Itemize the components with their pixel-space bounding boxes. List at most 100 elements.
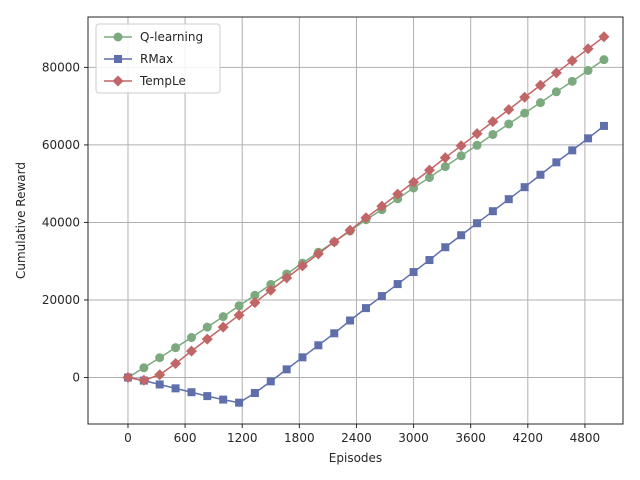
data-point-q-learning: [234, 301, 244, 311]
data-point-rmax: [266, 377, 275, 386]
data-point-temple: [471, 128, 483, 140]
data-point-q-learning: [456, 151, 466, 161]
legend: Q-learning RMax TempLe: [95, 23, 221, 94]
data-point-rmax: [314, 341, 323, 350]
data-point-rmax: [155, 380, 164, 389]
data-point-temple: [233, 309, 245, 321]
data-point-q-learning: [186, 333, 196, 343]
data-point-rmax: [552, 158, 561, 167]
legend-marker-rmax: [114, 55, 122, 63]
data-point-temple: [122, 371, 134, 383]
data-point-q-learning: [139, 363, 149, 373]
y-axis-label: Cumulative Reward: [14, 162, 28, 279]
data-point-rmax: [361, 304, 370, 313]
data-point-q-learning: [218, 312, 228, 322]
series-layer: [122, 31, 610, 407]
x-tick-label: 4800: [570, 431, 601, 445]
data-point-temple: [154, 369, 166, 381]
data-point-temple: [296, 260, 308, 272]
series-temple: [122, 31, 610, 386]
data-point-rmax: [282, 365, 291, 374]
data-point-q-learning: [551, 87, 561, 97]
data-point-temple: [455, 140, 467, 152]
x-tick-label: 3600: [455, 431, 486, 445]
data-point-temple: [439, 152, 451, 164]
data-point-temple: [376, 200, 388, 212]
data-point-temple: [249, 297, 261, 309]
x-tick-label: 2400: [341, 431, 372, 445]
y-tick-label: 40000: [42, 215, 80, 229]
data-point-rmax: [409, 268, 418, 277]
data-point-temple: [503, 104, 515, 116]
data-point-temple: [185, 345, 197, 357]
legend-label: RMax: [140, 52, 173, 66]
x-tick-label: 4200: [513, 431, 544, 445]
data-point-temple: [360, 212, 372, 224]
data-point-temple: [170, 358, 182, 370]
data-point-rmax: [441, 243, 450, 252]
y-tick-label: 20000: [42, 293, 80, 307]
data-point-q-learning: [250, 290, 260, 300]
data-point-temple: [265, 284, 277, 296]
data-point-temple: [566, 55, 578, 67]
data-point-q-learning: [583, 65, 593, 75]
data-point-q-learning: [520, 108, 530, 118]
data-point-rmax: [599, 121, 608, 130]
data-point-rmax: [520, 183, 529, 192]
data-point-rmax: [235, 398, 244, 407]
legend-label: Q-learning: [140, 30, 203, 44]
plot-frame: [87, 16, 624, 425]
data-point-q-learning: [504, 119, 514, 129]
y-tick-label: 60000: [42, 138, 80, 152]
y-tick-label: 80000: [42, 60, 80, 74]
data-point-rmax: [298, 353, 307, 362]
x-tick-label: 3000: [398, 431, 429, 445]
data-point-q-learning: [567, 76, 577, 86]
x-tick-label: 1200: [227, 431, 258, 445]
legend-item-q-learning: Q-learning: [104, 30, 203, 44]
data-point-q-learning: [472, 140, 482, 150]
grid-lines: [88, 17, 623, 424]
y-tick-label: 0: [72, 370, 80, 384]
data-point-temple: [598, 31, 610, 43]
data-point-temple: [344, 224, 356, 236]
data-point-q-learning: [171, 343, 181, 353]
data-point-q-learning: [535, 98, 545, 108]
data-point-q-learning: [202, 322, 212, 332]
data-point-q-learning: [488, 129, 498, 139]
data-point-rmax: [393, 280, 402, 289]
axis-ticks: 0 600 1200 1800 2400 3000 3600 4200 4800 0 20000 40…: [42, 60, 600, 445]
x-tick-label: 0: [124, 431, 132, 445]
data-point-q-learning: [155, 353, 165, 363]
legend-item-temple: TempLe: [104, 74, 186, 88]
data-point-temple: [582, 43, 594, 55]
legend-item-rmax: RMax: [104, 52, 173, 66]
data-point-rmax: [536, 170, 545, 179]
data-point-temple: [312, 248, 324, 260]
data-point-rmax: [457, 231, 466, 240]
legend-label: TempLe: [139, 74, 186, 88]
legend-box: [95, 23, 221, 94]
data-point-rmax: [187, 388, 196, 397]
data-point-temple: [519, 91, 531, 103]
data-point-temple: [423, 164, 435, 176]
data-point-q-learning: [424, 172, 434, 182]
x-tick-label: 1800: [284, 431, 315, 445]
data-point-q-learning: [440, 162, 450, 172]
data-point-temple: [550, 67, 562, 79]
data-point-temple: [487, 116, 499, 128]
x-tick-label: 600: [174, 431, 197, 445]
data-point-temple: [281, 272, 293, 284]
data-point-rmax: [425, 256, 434, 265]
data-point-rmax: [568, 146, 577, 155]
data-point-q-learning: [599, 55, 609, 65]
data-point-temple: [534, 79, 546, 91]
x-axis-label: Episodes: [329, 451, 382, 465]
data-point-rmax: [473, 219, 482, 228]
data-point-rmax: [377, 292, 386, 301]
data-point-rmax: [250, 388, 259, 397]
series-line-rmax: [127, 125, 605, 404]
data-point-temple: [138, 374, 150, 386]
data-point-rmax: [488, 207, 497, 216]
data-point-q-learning: [409, 183, 419, 193]
